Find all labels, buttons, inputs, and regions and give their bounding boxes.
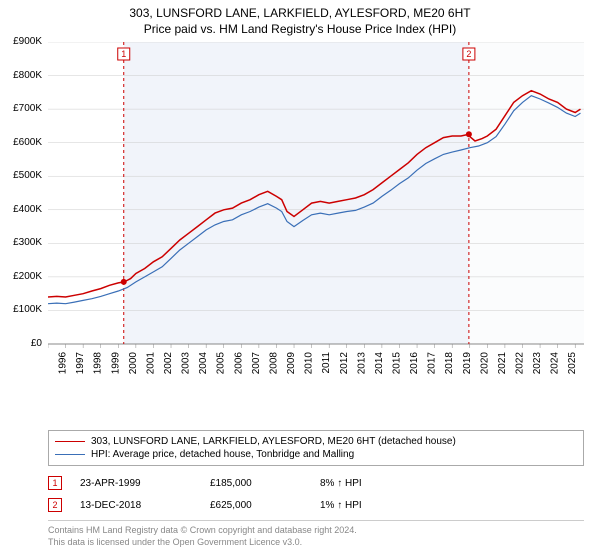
x-tick-label: 2001: [145, 352, 156, 375]
price-chart: 1995 1996 1997 1998 1999 2000 2001 2002 2003 2004…: [48, 42, 584, 392]
titles: 303, LUNSFORD LANE, LARKFIELD, AYLESFORD…: [0, 0, 600, 36]
y-tick-label: £300K: [13, 237, 42, 248]
legend-row: HPI: Average price, detached house, Tonb…: [55, 448, 577, 461]
sale-delta: 8% ↑ HPI: [320, 478, 362, 489]
legend-label: 303, LUNSFORD LANE, LARKFIELD, AYLESFORD…: [91, 436, 456, 447]
x-tick-label: 2024: [550, 352, 561, 375]
x-tick-label: 1998: [93, 352, 104, 375]
y-tick-label: £700K: [13, 103, 42, 114]
x-tick-label: 2006: [233, 352, 244, 375]
chart-container: 303, LUNSFORD LANE, LARKFIELD, AYLESFORD…: [0, 0, 600, 560]
x-tick-label: 1997: [75, 352, 86, 375]
y-tick-label: £200K: [13, 271, 42, 282]
x-tick-label: 2025: [567, 352, 578, 375]
x-tick-label: 2002: [163, 352, 174, 375]
y-tick-label: £600K: [13, 137, 42, 148]
legend-row: 303, LUNSFORD LANE, LARKFIELD, AYLESFORD…: [55, 435, 577, 448]
x-tick-label: 2020: [479, 352, 490, 375]
x-tick-label: 2004: [198, 352, 209, 375]
x-tick-label: 1996: [58, 352, 69, 375]
title-line-1: 303, LUNSFORD LANE, LARKFIELD, AYLESFORD…: [0, 6, 600, 20]
footer: Contains HM Land Registry data © Crown c…: [48, 520, 584, 548]
sale-date: 23-APR-1999: [80, 478, 210, 489]
y-tick-label: £100K: [13, 304, 42, 315]
title-line-2: Price paid vs. HM Land Registry's House …: [0, 22, 600, 36]
x-tick-label: 2000: [128, 352, 139, 375]
x-tick-label: 2003: [181, 352, 192, 375]
sale-markers-table: 1 23-APR-1999£185,0008% ↑ HPI 2 13-DEC-2018…: [48, 472, 584, 516]
marker-box-label: 2: [466, 49, 471, 59]
sale-marker-number: 1: [48, 476, 62, 490]
x-tick-label: 1999: [110, 352, 121, 375]
x-tick-label: 2008: [268, 352, 279, 375]
sale-marker-number: 2: [48, 498, 62, 512]
legend: 303, LUNSFORD LANE, LARKFIELD, AYLESFORD…: [48, 430, 584, 466]
x-tick-label: 2019: [462, 352, 473, 375]
y-tick-label: £800K: [13, 70, 42, 81]
legend-swatch: [55, 441, 85, 442]
x-tick-label: 2014: [374, 352, 385, 375]
x-tick-label: 1995: [48, 352, 51, 375]
sale-delta: 1% ↑ HPI: [320, 500, 362, 511]
x-tick-label: 2023: [532, 352, 543, 375]
sale-row: 2 13-DEC-2018£625,0001% ↑ HPI: [48, 494, 584, 516]
footer-line-1: Contains HM Land Registry data © Crown c…: [48, 525, 584, 537]
legend-swatch: [55, 454, 85, 455]
x-tick-label: 2005: [216, 352, 227, 375]
x-tick-label: 2012: [339, 352, 350, 375]
y-tick-label: £0: [31, 338, 42, 349]
x-tick-label: 2021: [497, 352, 508, 375]
sale-price: £185,000: [210, 478, 320, 489]
marker-box-label: 1: [121, 49, 126, 59]
y-axis-labels: £0 £100K £200K £300K £400K £500K £600K £700K £80…: [0, 42, 46, 392]
x-tick-label: 2013: [356, 352, 367, 375]
footer-line-2: This data is licensed under the Open Gov…: [48, 537, 584, 549]
x-tick-label: 2017: [427, 352, 438, 375]
x-tick-label: 2010: [304, 352, 315, 375]
x-tick-label: 2016: [409, 352, 420, 375]
sale-row: 1 23-APR-1999£185,0008% ↑ HPI: [48, 472, 584, 494]
y-tick-label: £500K: [13, 170, 42, 181]
x-tick-label: 2015: [391, 352, 402, 375]
y-tick-label: £400K: [13, 204, 42, 215]
y-tick-label: £900K: [13, 36, 42, 47]
x-tick-label: 2018: [444, 352, 455, 375]
x-tick-label: 2022: [514, 352, 525, 375]
sale-date: 13-DEC-2018: [80, 500, 210, 511]
sale-price: £625,000: [210, 500, 320, 511]
x-tick-label: 2009: [286, 352, 297, 375]
legend-label: HPI: Average price, detached house, Tonb…: [91, 449, 354, 460]
x-tick-label: 2011: [321, 352, 332, 374]
x-tick-label: 2007: [251, 352, 262, 375]
